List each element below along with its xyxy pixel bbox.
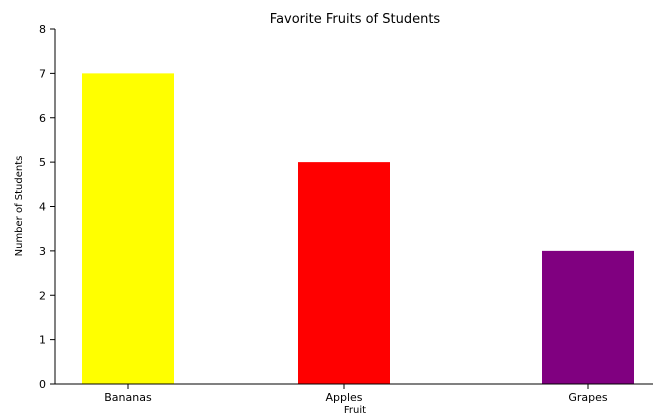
bar-apples xyxy=(298,162,390,384)
y-tick-label: 0 xyxy=(39,378,46,391)
y-tick-label: 3 xyxy=(39,245,46,258)
y-tick-label: 1 xyxy=(39,334,46,347)
y-axis-ticks: 0 1 2 3 4 5 6 7 8 xyxy=(39,23,55,391)
y-tick-label: 8 xyxy=(39,23,46,36)
y-tick-label: 2 xyxy=(39,289,46,302)
x-axis-ticks: Bananas Apples Grapes xyxy=(104,384,608,404)
y-tick-label: 5 xyxy=(39,156,46,169)
x-tick-label-apples: Apples xyxy=(325,391,362,404)
y-tick-label: 7 xyxy=(39,67,46,80)
bars xyxy=(82,73,634,384)
y-tick-label: 4 xyxy=(39,201,46,214)
bar-grapes xyxy=(542,250,634,384)
chart-title: Favorite Fruits of Students xyxy=(270,12,441,27)
y-tick-label: 6 xyxy=(39,112,46,125)
x-tick-label-bananas: Bananas xyxy=(104,391,152,404)
x-tick-label-grapes: Grapes xyxy=(568,391,608,404)
bar-bananas xyxy=(82,73,174,384)
x-axis-title: Fruit xyxy=(344,405,366,416)
y-axis-title: Number of Students xyxy=(14,156,25,257)
